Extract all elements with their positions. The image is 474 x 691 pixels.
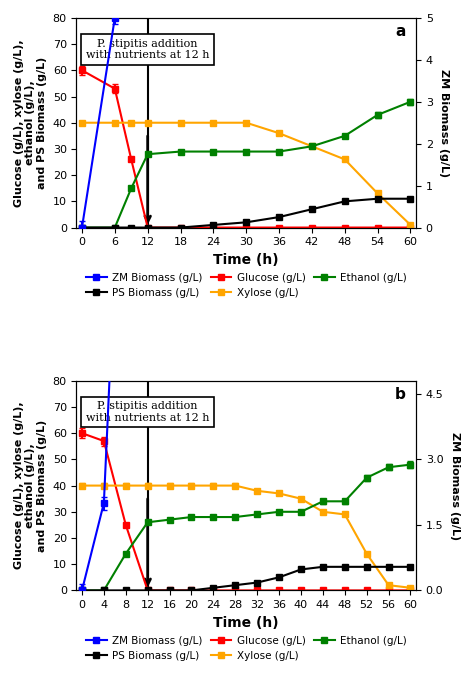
X-axis label: Time (h): Time (h): [213, 253, 279, 267]
Y-axis label: ZM Biomass (g/L): ZM Biomass (g/L): [450, 431, 460, 540]
Y-axis label: Glucose (g/L), xylose (g/L),
ethanol (g/L),
and PS Biomass (g/L): Glucose (g/L), xylose (g/L), ethanol (g/…: [14, 39, 47, 207]
Text: b: b: [395, 387, 406, 402]
Legend: ZM Biomass (g/L), PS Biomass (g/L), Glucose (g/L), Xylose (g/L), Ethanol (g/L): ZM Biomass (g/L), PS Biomass (g/L), Gluc…: [82, 632, 411, 665]
Y-axis label: ZM Biomass (g/L): ZM Biomass (g/L): [439, 68, 449, 177]
X-axis label: Time (h): Time (h): [213, 616, 279, 630]
Y-axis label: Glucose (g/L), xylose (g/L),
ethanol (g/L),
and PS Biomass (g/L): Glucose (g/L), xylose (g/L), ethanol (g/…: [14, 401, 47, 569]
Text: P. stipitis addition
with nutrients at 12 h: P. stipitis addition with nutrients at 1…: [86, 401, 210, 423]
Legend: ZM Biomass (g/L), PS Biomass (g/L), Glucose (g/L), Xylose (g/L), Ethanol (g/L): ZM Biomass (g/L), PS Biomass (g/L), Gluc…: [82, 269, 411, 302]
Text: a: a: [395, 24, 406, 39]
Text: P. stipitis addition
with nutrients at 12 h: P. stipitis addition with nutrients at 1…: [86, 39, 210, 60]
